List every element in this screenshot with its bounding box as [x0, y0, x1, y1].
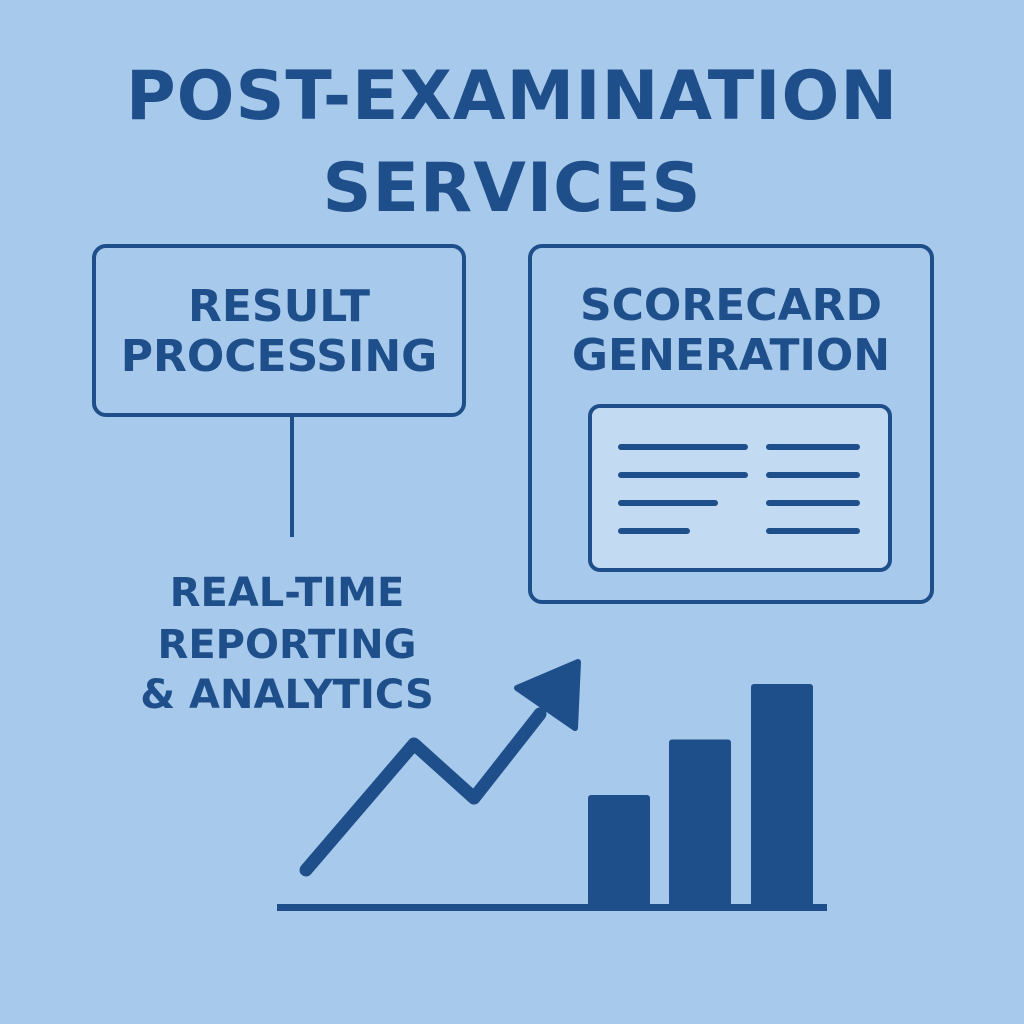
card-text-line — [618, 528, 690, 534]
bar-1 — [588, 795, 650, 906]
scorecard-generation-label-line1: SCORECARD — [579, 280, 883, 331]
baseline-axis — [277, 904, 827, 911]
card-text-line — [766, 528, 860, 534]
scorecard-document-icon — [588, 404, 892, 572]
reporting-label-line3: & ANALYTICS — [140, 672, 434, 718]
connector-line — [290, 417, 294, 537]
reporting-label-line2: REPORTING — [157, 622, 417, 668]
result-processing-box: RESULT PROCESSING — [92, 244, 466, 417]
bar-2 — [669, 739, 731, 906]
result-processing-label-line1: RESULT — [187, 281, 371, 332]
card-text-line — [618, 500, 718, 506]
card-text-line — [618, 472, 748, 478]
trend-arrow-icon — [299, 659, 581, 877]
bar-3 — [751, 684, 813, 906]
card-text-line — [766, 472, 860, 478]
card-text-line — [766, 444, 860, 450]
bar-chart-icon — [588, 684, 813, 906]
scorecard-generation-label-line2: GENERATION — [571, 330, 891, 381]
result-processing-label-line2: PROCESSING — [120, 331, 438, 382]
page-title-line1: POST-EXAMINATION — [125, 57, 899, 136]
page-title-line2: SERVICES — [322, 149, 702, 228]
reporting-label-line1: REAL-TIME — [169, 570, 405, 616]
scorecard-generation-box: SCORECARD GENERATION — [528, 244, 934, 604]
card-text-line — [618, 444, 748, 450]
card-text-line — [766, 500, 860, 506]
